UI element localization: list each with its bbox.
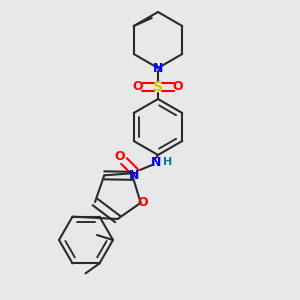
Text: N: N: [153, 61, 163, 74]
Text: N: N: [129, 169, 140, 182]
Text: H: H: [164, 157, 172, 167]
Text: O: O: [137, 196, 148, 209]
Text: N: N: [151, 155, 161, 169]
Text: O: O: [133, 80, 143, 94]
Text: O: O: [115, 151, 125, 164]
Text: S: S: [153, 80, 163, 94]
Text: O: O: [173, 80, 183, 94]
